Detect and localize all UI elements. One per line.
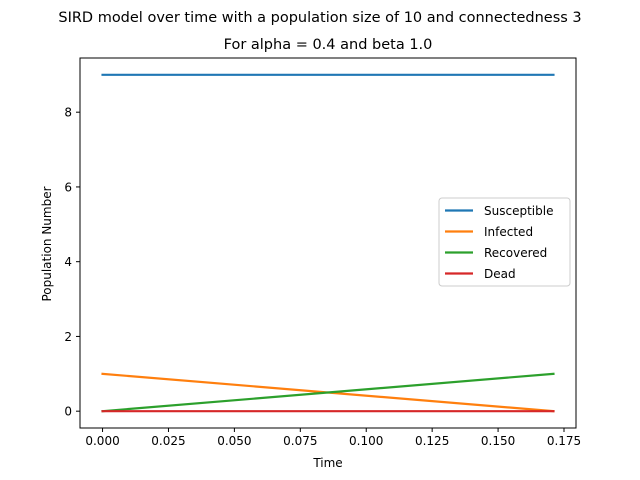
chart-suptitle: SIRD model over time with a population s… (58, 10, 581, 26)
series-line-recovered (101, 372, 555, 413)
plot-area: 0.000 0.025 0.050 0.075 0.100 0.125 0.150 0.175… (64, 57, 581, 448)
x-tick-label: 0.175 (547, 434, 581, 448)
legend-box (438, 197, 571, 287)
chart-title: For alpha = 0.4 and beta 1.0 (224, 37, 433, 53)
y-tick-label: 2 (64, 330, 72, 344)
x-tick-label: 0.025 (151, 434, 185, 448)
y-tick-label: 8 (64, 106, 72, 120)
legend-label-recovered: Recovered (484, 246, 547, 260)
legend-label-infected: Infected (484, 225, 533, 239)
x-tick-label: 0.000 (85, 434, 119, 448)
x-tick-label: 0.050 (217, 434, 251, 448)
y-tick-label: 6 (64, 180, 72, 194)
y-axis-label: Population Number (40, 186, 54, 301)
x-tick-label: 0.075 (283, 434, 317, 448)
x-tick-label: 0.100 (349, 434, 383, 448)
x-axis-label: Time (312, 456, 342, 470)
legend-label-dead: Dead (484, 267, 516, 281)
legend-label-susceptible: Susceptible (484, 204, 553, 218)
x-tick-label: 0.125 (415, 434, 449, 448)
x-tick-label: 0.150 (481, 434, 515, 448)
y-tick-label: 0 (64, 405, 72, 419)
y-tick-label: 4 (64, 255, 72, 269)
plot-frame (79, 57, 577, 429)
legend: Susceptible Infected Recovered Dead (438, 197, 571, 287)
